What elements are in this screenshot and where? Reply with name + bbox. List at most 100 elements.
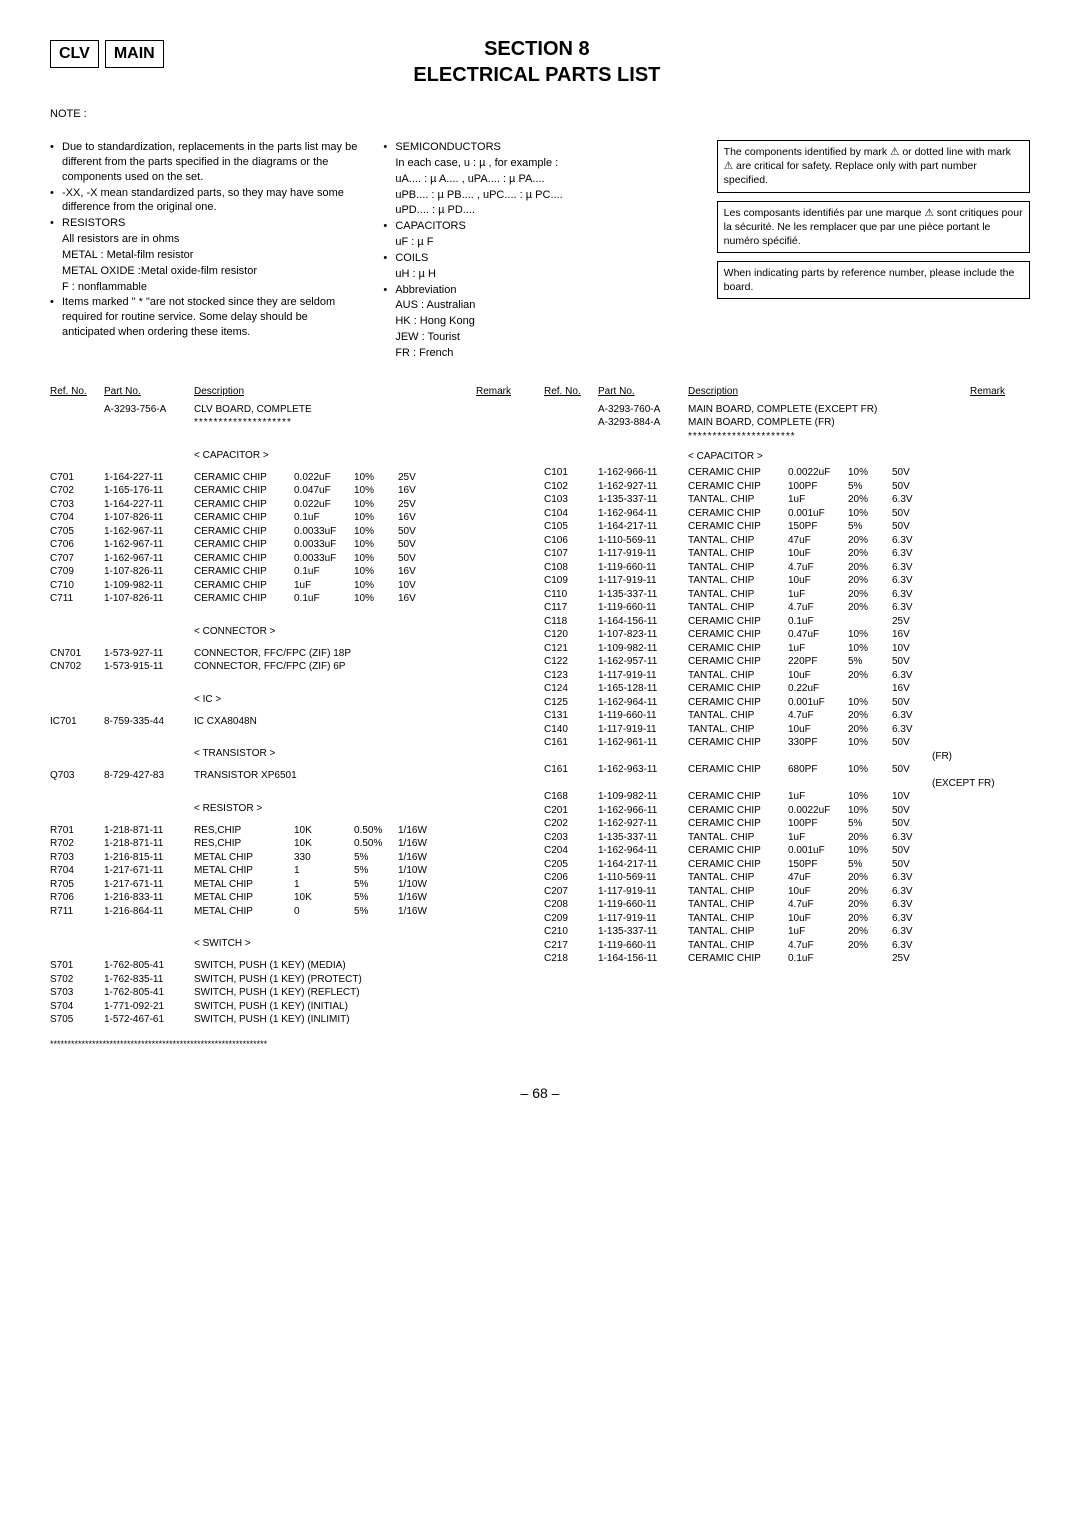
part-row: C7051-162-967-11CERAMIC CHIP0.0033uF10%5… [50, 525, 536, 539]
part-row: C2071-117-919-11TANTAL. CHIP10uF20%6.3V [544, 885, 1030, 899]
hdr-part: Part No. [104, 386, 194, 397]
warning-box: The components identified by mark ⚠ or d… [717, 140, 1030, 193]
part-row: C1241-165-128-11CERAMIC CHIP0.22uF16V [544, 682, 1030, 696]
part-row: C1061-110-569-11TANTAL. CHIP47uF20%6.3V [544, 534, 1030, 548]
tag-main: MAIN [105, 40, 164, 68]
part-row: C2031-135-337-11TANTAL. CHIP1uF20%6.3V [544, 831, 1030, 845]
hdr-ref: Ref. No. [544, 386, 598, 397]
note-line: AUS : Australian [383, 298, 696, 313]
part-row: C1611-162-963-11CERAMIC CHIP680PF10%50V [544, 763, 1030, 777]
part-row: (EXCEPT FR) [544, 777, 1030, 791]
part-row: C1611-162-961-11CERAMIC CHIP330PF10%50V [544, 736, 1030, 750]
part-row: R7051-217-671-11METAL CHIP15%1/10W [50, 878, 536, 892]
board2-pn: A-3293-884-A [598, 416, 688, 430]
notes-col2: •SEMICONDUCTORSIn each case, u : µ , for… [383, 140, 696, 362]
part-row: C2061-110-569-11TANTAL. CHIP47uF20%6.3V [544, 871, 1030, 885]
section-label: < CONNECTOR > [194, 626, 536, 637]
section-label: < SWITCH > [194, 938, 536, 949]
tag-clv: CLV [50, 40, 99, 68]
section-label: < TRANSISTOR > [194, 748, 536, 759]
board-row: A-3293-756-A CLV BOARD, COMPLETE [50, 403, 536, 417]
part-row: R7061-216-833-11METAL CHIP10K5%1/16W [50, 891, 536, 905]
board-row: A-3293-760-A MAIN BOARD, COMPLETE (EXCEP… [544, 403, 1030, 417]
note-line: METAL OXIDE :Metal oxide-film resistor [50, 264, 363, 279]
notes-col3: The components identified by mark ⚠ or d… [717, 140, 1030, 362]
part-row: C7101-109-982-11CERAMIC CHIP1uF10%10V [50, 579, 536, 593]
note-line: uA.... : µ A.... , uPA.... : µ PA.... [383, 172, 696, 187]
part-row: C1401-117-919-11TANTAL. CHIP10uF20%6.3V [544, 723, 1030, 737]
warning-box: Les composants identifiés par une marque… [717, 201, 1030, 254]
note-line: •RESISTORS [50, 216, 363, 231]
part-row: R7011-218-871-11RES,CHIP10K0.50%1/16W [50, 824, 536, 838]
part-row: C7091-107-826-11CERAMIC CHIP0.1uF10%16V [50, 565, 536, 579]
note-line: HK : Hong Kong [383, 314, 696, 329]
part-row: S7011-762-805-41SWITCH, PUSH (1 KEY) (ME… [50, 959, 536, 973]
part-row: C7071-162-967-11CERAMIC CHIP0.0033uF10%5… [50, 552, 536, 566]
part-row: C1251-162-964-11CERAMIC CHIP0.001uF10%50… [544, 696, 1030, 710]
section-label: < CAPACITOR > [688, 451, 1030, 462]
warning-box: When indicating parts by reference numbe… [717, 261, 1030, 299]
part-row: C7021-165-176-11CERAMIC CHIP0.047uF10%16… [50, 484, 536, 498]
note-line: •COILS [383, 251, 696, 266]
hdr-part: Part No. [598, 386, 688, 397]
part-row: C7041-107-826-11CERAMIC CHIP0.1uF10%16V [50, 511, 536, 525]
part-row: C2011-162-966-11CERAMIC CHIP0.0022uF10%5… [544, 804, 1030, 818]
part-row: C1051-164-217-11CERAMIC CHIP150PF5%50V [544, 520, 1030, 534]
bottom-stars: ****************************************… [50, 1039, 536, 1049]
notes-block: •Due to standardization, replacements in… [50, 140, 1030, 362]
page-number: – 68 – [50, 1085, 1030, 1101]
board-tags: CLV MAIN [50, 40, 164, 68]
part-row: S7051-572-467-61SWITCH, PUSH (1 KEY) (IN… [50, 1013, 536, 1027]
section-label: < CAPACITOR > [194, 450, 536, 461]
part-row: C1031-135-337-11TANTAL. CHIP1uF20%6.3V [544, 493, 1030, 507]
parts-left-column: Ref. No. Part No. Description Remark A-3… [50, 386, 536, 1049]
part-row: C2171-119-660-11TANTAL. CHIP4.7uF20%6.3V [544, 939, 1030, 953]
part-row: R7041-217-671-11METAL CHIP15%1/10W [50, 864, 536, 878]
hdr-ref: Ref. No. [50, 386, 104, 397]
board-pn: A-3293-756-A [104, 403, 194, 417]
note-line: •Abbreviation [383, 283, 696, 298]
section-title: SECTION 8 ELECTRICAL PARTS LIST [164, 36, 910, 88]
part-row: C2041-162-964-11CERAMIC CHIP0.001uF10%50… [544, 844, 1030, 858]
part-row: C1221-162-957-11CERAMIC CHIP220PF5%50V [544, 655, 1030, 669]
note-line: •-XX, -X mean standardized parts, so the… [50, 186, 363, 216]
page-header: CLV MAIN SECTION 8 ELECTRICAL PARTS LIST [50, 40, 1030, 88]
note-line: FR : French [383, 346, 696, 361]
section-label: < IC > [194, 694, 536, 705]
part-row: S7031-762-805-41SWITCH, PUSH (1 KEY) (RE… [50, 986, 536, 1000]
board2-desc: MAIN BOARD, COMPLETE (FR) [688, 416, 835, 430]
part-row: C1101-135-337-11TANTAL. CHIP1uF20%6.3V [544, 588, 1030, 602]
hdr-remark: Remark [970, 386, 1030, 397]
part-row: C7061-162-967-11CERAMIC CHIP0.0033uF10%5… [50, 538, 536, 552]
board-row: A-3293-884-A MAIN BOARD, COMPLETE (FR) [544, 416, 1030, 430]
part-row: C1181-164-156-11CERAMIC CHIP0.1uF25V [544, 615, 1030, 629]
part-row: C1681-109-982-11CERAMIC CHIP1uF10%10V [544, 790, 1030, 804]
note-line: All resistors are in ohms [50, 232, 363, 247]
part-row: C1081-119-660-11TANTAL. CHIP4.7uF20%6.3V [544, 561, 1030, 575]
stars: ******************** [194, 416, 292, 430]
part-row: C1011-162-966-11CERAMIC CHIP0.0022uF10%5… [544, 466, 1030, 480]
stars-row: ********************** [544, 430, 1030, 444]
part-row: S7041-771-092-21SWITCH, PUSH (1 KEY) (IN… [50, 1000, 536, 1014]
stars-row: ******************** [50, 416, 536, 430]
parts-right-column: Ref. No. Part No. Description Remark A-3… [544, 386, 1030, 1049]
part-row: Q7038-729-427-83TRANSISTOR XP6501 [50, 769, 536, 783]
part-row: C1071-117-919-11TANTAL. CHIP10uF20%6.3V [544, 547, 1030, 561]
part-row: C1091-117-919-11TANTAL. CHIP10uF20%6.3V [544, 574, 1030, 588]
part-row: S7021-762-835-11SWITCH, PUSH (1 KEY) (PR… [50, 973, 536, 987]
note-line: JEW : Tourist [383, 330, 696, 345]
note-line: F : nonflammable [50, 280, 363, 295]
parts-area: Ref. No. Part No. Description Remark A-3… [50, 386, 1030, 1049]
part-row: C1171-119-660-11TANTAL. CHIP4.7uF20%6.3V [544, 601, 1030, 615]
note-line: uH : µ H [383, 267, 696, 282]
part-row: C2081-119-660-11TANTAL. CHIP4.7uF20%6.3V [544, 898, 1030, 912]
note-line: uPB.... : µ PB.... , uPC.... : µ PC.... [383, 188, 696, 203]
part-row: C1201-107-823-11CERAMIC CHIP0.47uF10%16V [544, 628, 1030, 642]
note-heading: NOTE : [50, 108, 1030, 120]
hdr-desc: Description [688, 386, 970, 397]
part-row: C7111-107-826-11CERAMIC CHIP0.1uF10%16V [50, 592, 536, 606]
part-row: C2101-135-337-11TANTAL. CHIP1uF20%6.3V [544, 925, 1030, 939]
part-row: C1311-119-660-11TANTAL. CHIP4.7uF20%6.3V [544, 709, 1030, 723]
column-headers-right: Ref. No. Part No. Description Remark [544, 386, 1030, 397]
note-line: uPD.... : µ PD.... [383, 203, 696, 218]
